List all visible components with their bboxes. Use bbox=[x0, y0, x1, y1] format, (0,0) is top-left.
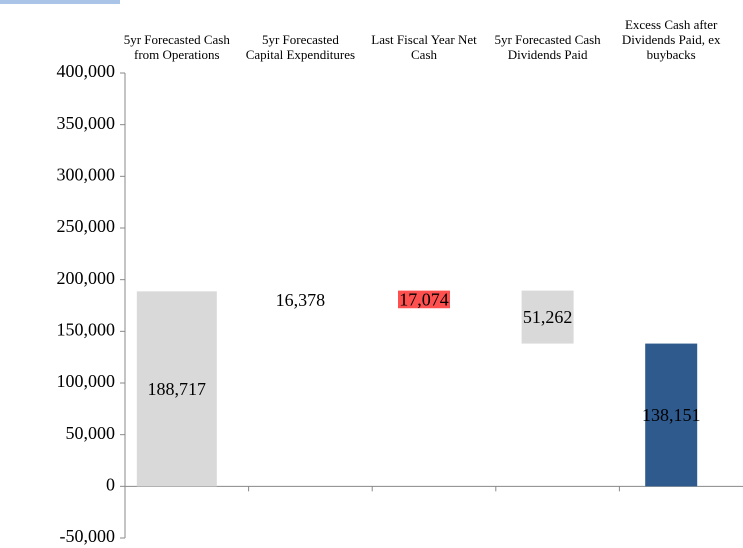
category-label: Excess Cash after Dividends Paid, ex buy… bbox=[621, 17, 721, 62]
y-tick-label: 350,000 bbox=[57, 113, 116, 133]
y-tick-label: 0 bbox=[106, 474, 115, 494]
y-tick-label: 400,000 bbox=[57, 61, 116, 81]
category-label: 5yr Forecasted Capital Expenditures bbox=[245, 32, 356, 62]
y-tick-label: 250,000 bbox=[57, 216, 116, 236]
y-tick-label: 300,000 bbox=[57, 164, 116, 184]
value-label: 138,151 bbox=[642, 405, 701, 425]
y-tick-label: 150,000 bbox=[57, 319, 116, 339]
y-tick-label: 100,000 bbox=[57, 371, 116, 391]
bar bbox=[274, 291, 327, 309]
bar bbox=[521, 290, 574, 344]
y-tick-label: 50,000 bbox=[66, 423, 116, 443]
window-strip bbox=[0, 0, 120, 4]
bar bbox=[136, 291, 217, 487]
value-label: 188,717 bbox=[148, 379, 207, 399]
value-label: 16,378 bbox=[276, 290, 326, 310]
bar bbox=[398, 290, 450, 309]
y-tick-label: -50,000 bbox=[60, 526, 116, 546]
category-label: Last Fiscal Year Net Cash bbox=[371, 32, 477, 62]
bar bbox=[645, 343, 698, 487]
value-label: 17,074 bbox=[399, 290, 449, 310]
value-label: 51,262 bbox=[523, 307, 573, 327]
category-label: 5yr Forecasted Cash from Operations bbox=[123, 32, 230, 62]
y-tick-label: 200,000 bbox=[57, 268, 116, 288]
category-label: 5yr Forecasted Cash Dividends Paid bbox=[494, 32, 601, 62]
